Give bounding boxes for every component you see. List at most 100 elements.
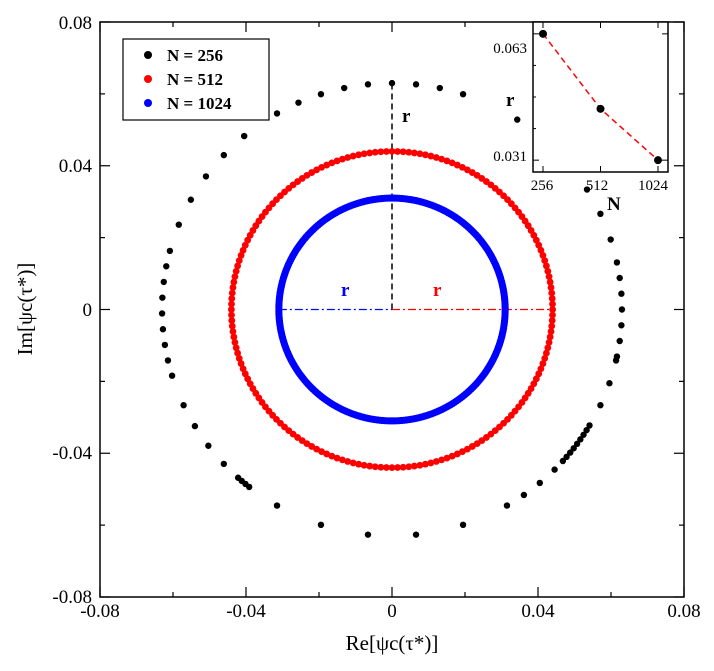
point-n512 [328, 452, 336, 460]
axis-ticks [99, 21, 685, 598]
inset-point [539, 29, 547, 38]
point-n256 [459, 521, 467, 529]
point-n512 [239, 365, 247, 373]
point-n512 [228, 300, 235, 308]
point-n256 [436, 84, 444, 92]
point-n512 [229, 284, 237, 291]
point-n512 [230, 333, 238, 341]
point-n256 [612, 357, 620, 364]
point-n512 [548, 295, 556, 302]
point-n512 [421, 460, 429, 468]
point-n512 [355, 151, 363, 159]
point-n512 [333, 454, 341, 462]
point-n512 [539, 360, 547, 367]
point-n256 [202, 173, 210, 180]
point-n256 [597, 401, 604, 409]
point-n512 [228, 311, 235, 319]
x-tick-label: -0.04 [226, 601, 266, 622]
point-n512 [344, 154, 352, 161]
legend-label-1024: N = 1024 [167, 94, 232, 113]
point-n512 [546, 278, 554, 286]
point-n512 [366, 462, 374, 470]
point-n512 [405, 148, 413, 156]
point-n256 [240, 132, 248, 140]
point-n256 [317, 90, 325, 98]
point-n256 [616, 337, 623, 345]
inset-chart: 0.063 0.031 256 512 1024 r N [493, 21, 669, 215]
point-n512 [453, 161, 461, 169]
point-n256 [566, 449, 574, 456]
inset-point [654, 156, 662, 165]
point-n256 [551, 466, 558, 473]
point-n256 [580, 431, 587, 438]
point-n256 [459, 90, 467, 98]
point-n512 [549, 306, 556, 313]
point-n256 [273, 110, 281, 117]
point-n256 [245, 483, 253, 491]
legend-marker-512 [144, 75, 152, 83]
point-n256 [536, 479, 544, 487]
point-n256 [159, 294, 166, 301]
point-n256 [618, 306, 626, 313]
point-n512 [541, 257, 549, 265]
point-n256 [618, 290, 625, 297]
point-n512 [235, 257, 243, 265]
point-n512 [410, 462, 418, 470]
point-n256 [586, 422, 593, 429]
point-n512 [234, 349, 242, 357]
point-n256 [164, 357, 172, 364]
point-n256 [191, 422, 199, 430]
point-n256 [573, 440, 581, 448]
point-n512 [232, 344, 240, 352]
point-n512 [239, 246, 247, 254]
point-n512 [537, 246, 545, 254]
inset-y-axis-label: r [506, 90, 515, 111]
point-n256 [618, 322, 625, 329]
point-n512 [228, 306, 235, 313]
point-n512 [548, 322, 556, 330]
point-n512 [443, 157, 451, 165]
point-n512 [459, 163, 466, 171]
point-n512 [416, 461, 424, 469]
point-n512 [432, 458, 440, 465]
point-n512 [427, 459, 435, 467]
radius-annotation-lines [278, 83, 553, 311]
point-n256 [220, 151, 228, 159]
point-n512 [394, 148, 402, 155]
point-n512 [228, 322, 236, 330]
point-n512 [234, 262, 242, 270]
point-n512 [448, 452, 456, 460]
point-n512 [448, 159, 456, 167]
point-n512 [237, 360, 245, 367]
point-n512 [377, 463, 385, 471]
point-n512 [547, 328, 555, 335]
inset-points [539, 29, 662, 165]
point-n512 [427, 152, 435, 160]
point-n256 [563, 453, 570, 461]
y-tick-label: 0 [83, 300, 93, 321]
point-n256 [205, 442, 212, 449]
point-n256 [577, 436, 584, 443]
point-n512 [388, 147, 396, 155]
inset-y-tick-label: 0.063 [493, 41, 527, 57]
point-n256 [187, 196, 195, 203]
point-n512 [432, 154, 440, 161]
point-n512 [349, 459, 357, 467]
point-n512 [410, 149, 418, 157]
inset-y-tick-label: 0.031 [493, 149, 527, 165]
legend-marker-256 [144, 51, 152, 59]
point-n512 [438, 155, 446, 163]
point-n512 [546, 333, 554, 341]
point-n256 [180, 401, 187, 409]
point-n256 [168, 372, 176, 379]
inset-frame [532, 21, 669, 173]
point-n512 [355, 460, 363, 468]
x-tick-label: 0 [387, 601, 397, 622]
point-n256 [159, 326, 167, 333]
inset-x-tick-label: 512 [586, 178, 609, 194]
point-n512 [231, 338, 239, 346]
point-n256 [158, 310, 166, 317]
point-n512 [535, 370, 543, 378]
point-n256 [295, 99, 302, 106]
legend-label-512: N = 512 [167, 70, 223, 89]
